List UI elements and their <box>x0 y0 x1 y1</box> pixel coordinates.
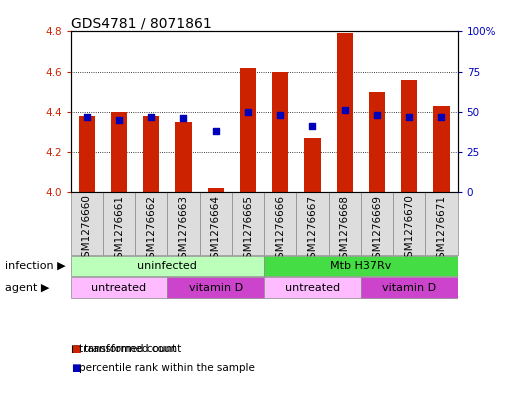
Bar <box>304 138 321 192</box>
Bar <box>240 68 256 192</box>
Point <box>244 108 252 115</box>
FancyBboxPatch shape <box>71 255 264 276</box>
Point <box>115 117 123 123</box>
FancyBboxPatch shape <box>232 192 264 255</box>
FancyBboxPatch shape <box>71 192 103 255</box>
Point <box>437 114 446 120</box>
Text: percentile rank within the sample: percentile rank within the sample <box>79 364 255 373</box>
Text: ■: ■ <box>71 364 81 373</box>
Text: agent ▶: agent ▶ <box>5 283 50 293</box>
FancyBboxPatch shape <box>297 192 328 255</box>
Text: untreated: untreated <box>92 283 146 293</box>
Bar <box>175 122 191 192</box>
Text: GSM1276670: GSM1276670 <box>404 195 414 264</box>
Bar <box>208 188 224 192</box>
FancyBboxPatch shape <box>103 192 135 255</box>
FancyBboxPatch shape <box>135 192 167 255</box>
Bar <box>337 33 353 192</box>
Text: vitamin D: vitamin D <box>189 283 243 293</box>
Text: GSM1276671: GSM1276671 <box>437 195 447 264</box>
Text: untreated: untreated <box>285 283 340 293</box>
FancyBboxPatch shape <box>264 277 361 298</box>
Point <box>340 107 349 113</box>
FancyBboxPatch shape <box>361 277 458 298</box>
Text: GSM1276667: GSM1276667 <box>308 195 317 264</box>
Text: Mtb H37Rv: Mtb H37Rv <box>330 261 392 271</box>
Bar <box>272 72 288 192</box>
Point <box>83 114 91 120</box>
Point <box>405 114 413 120</box>
Text: GSM1276663: GSM1276663 <box>178 195 188 264</box>
FancyBboxPatch shape <box>425 192 458 255</box>
FancyBboxPatch shape <box>328 192 361 255</box>
FancyBboxPatch shape <box>167 277 264 298</box>
Text: GSM1276660: GSM1276660 <box>82 195 92 264</box>
Point <box>211 128 220 134</box>
FancyBboxPatch shape <box>264 192 297 255</box>
FancyBboxPatch shape <box>361 192 393 255</box>
Point <box>276 112 285 118</box>
Text: ■: ■ <box>71 344 81 354</box>
Text: vitamin D: vitamin D <box>382 283 436 293</box>
Bar <box>401 80 417 192</box>
Text: transformed count: transformed count <box>79 344 176 354</box>
Text: GSM1276662: GSM1276662 <box>146 195 156 264</box>
FancyBboxPatch shape <box>200 192 232 255</box>
Bar <box>143 116 160 192</box>
FancyBboxPatch shape <box>393 192 425 255</box>
Text: GSM1276666: GSM1276666 <box>275 195 285 264</box>
Text: GSM1276665: GSM1276665 <box>243 195 253 264</box>
Bar <box>369 92 385 192</box>
Point <box>373 112 381 118</box>
FancyBboxPatch shape <box>167 192 200 255</box>
Text: ■ transformed count: ■ transformed count <box>71 344 181 354</box>
Point <box>147 114 155 120</box>
Point <box>309 123 317 129</box>
FancyBboxPatch shape <box>264 255 458 276</box>
Bar <box>111 112 127 192</box>
Text: GDS4781 / 8071861: GDS4781 / 8071861 <box>71 16 211 30</box>
Bar <box>434 106 450 192</box>
Text: GSM1276668: GSM1276668 <box>340 195 350 264</box>
Text: GSM1276664: GSM1276664 <box>211 195 221 264</box>
Point <box>179 115 188 121</box>
Text: uninfected: uninfected <box>138 261 197 271</box>
Bar <box>78 116 95 192</box>
FancyBboxPatch shape <box>71 277 167 298</box>
Text: GSM1276669: GSM1276669 <box>372 195 382 264</box>
Text: GSM1276661: GSM1276661 <box>114 195 124 264</box>
Text: infection ▶: infection ▶ <box>5 261 66 271</box>
